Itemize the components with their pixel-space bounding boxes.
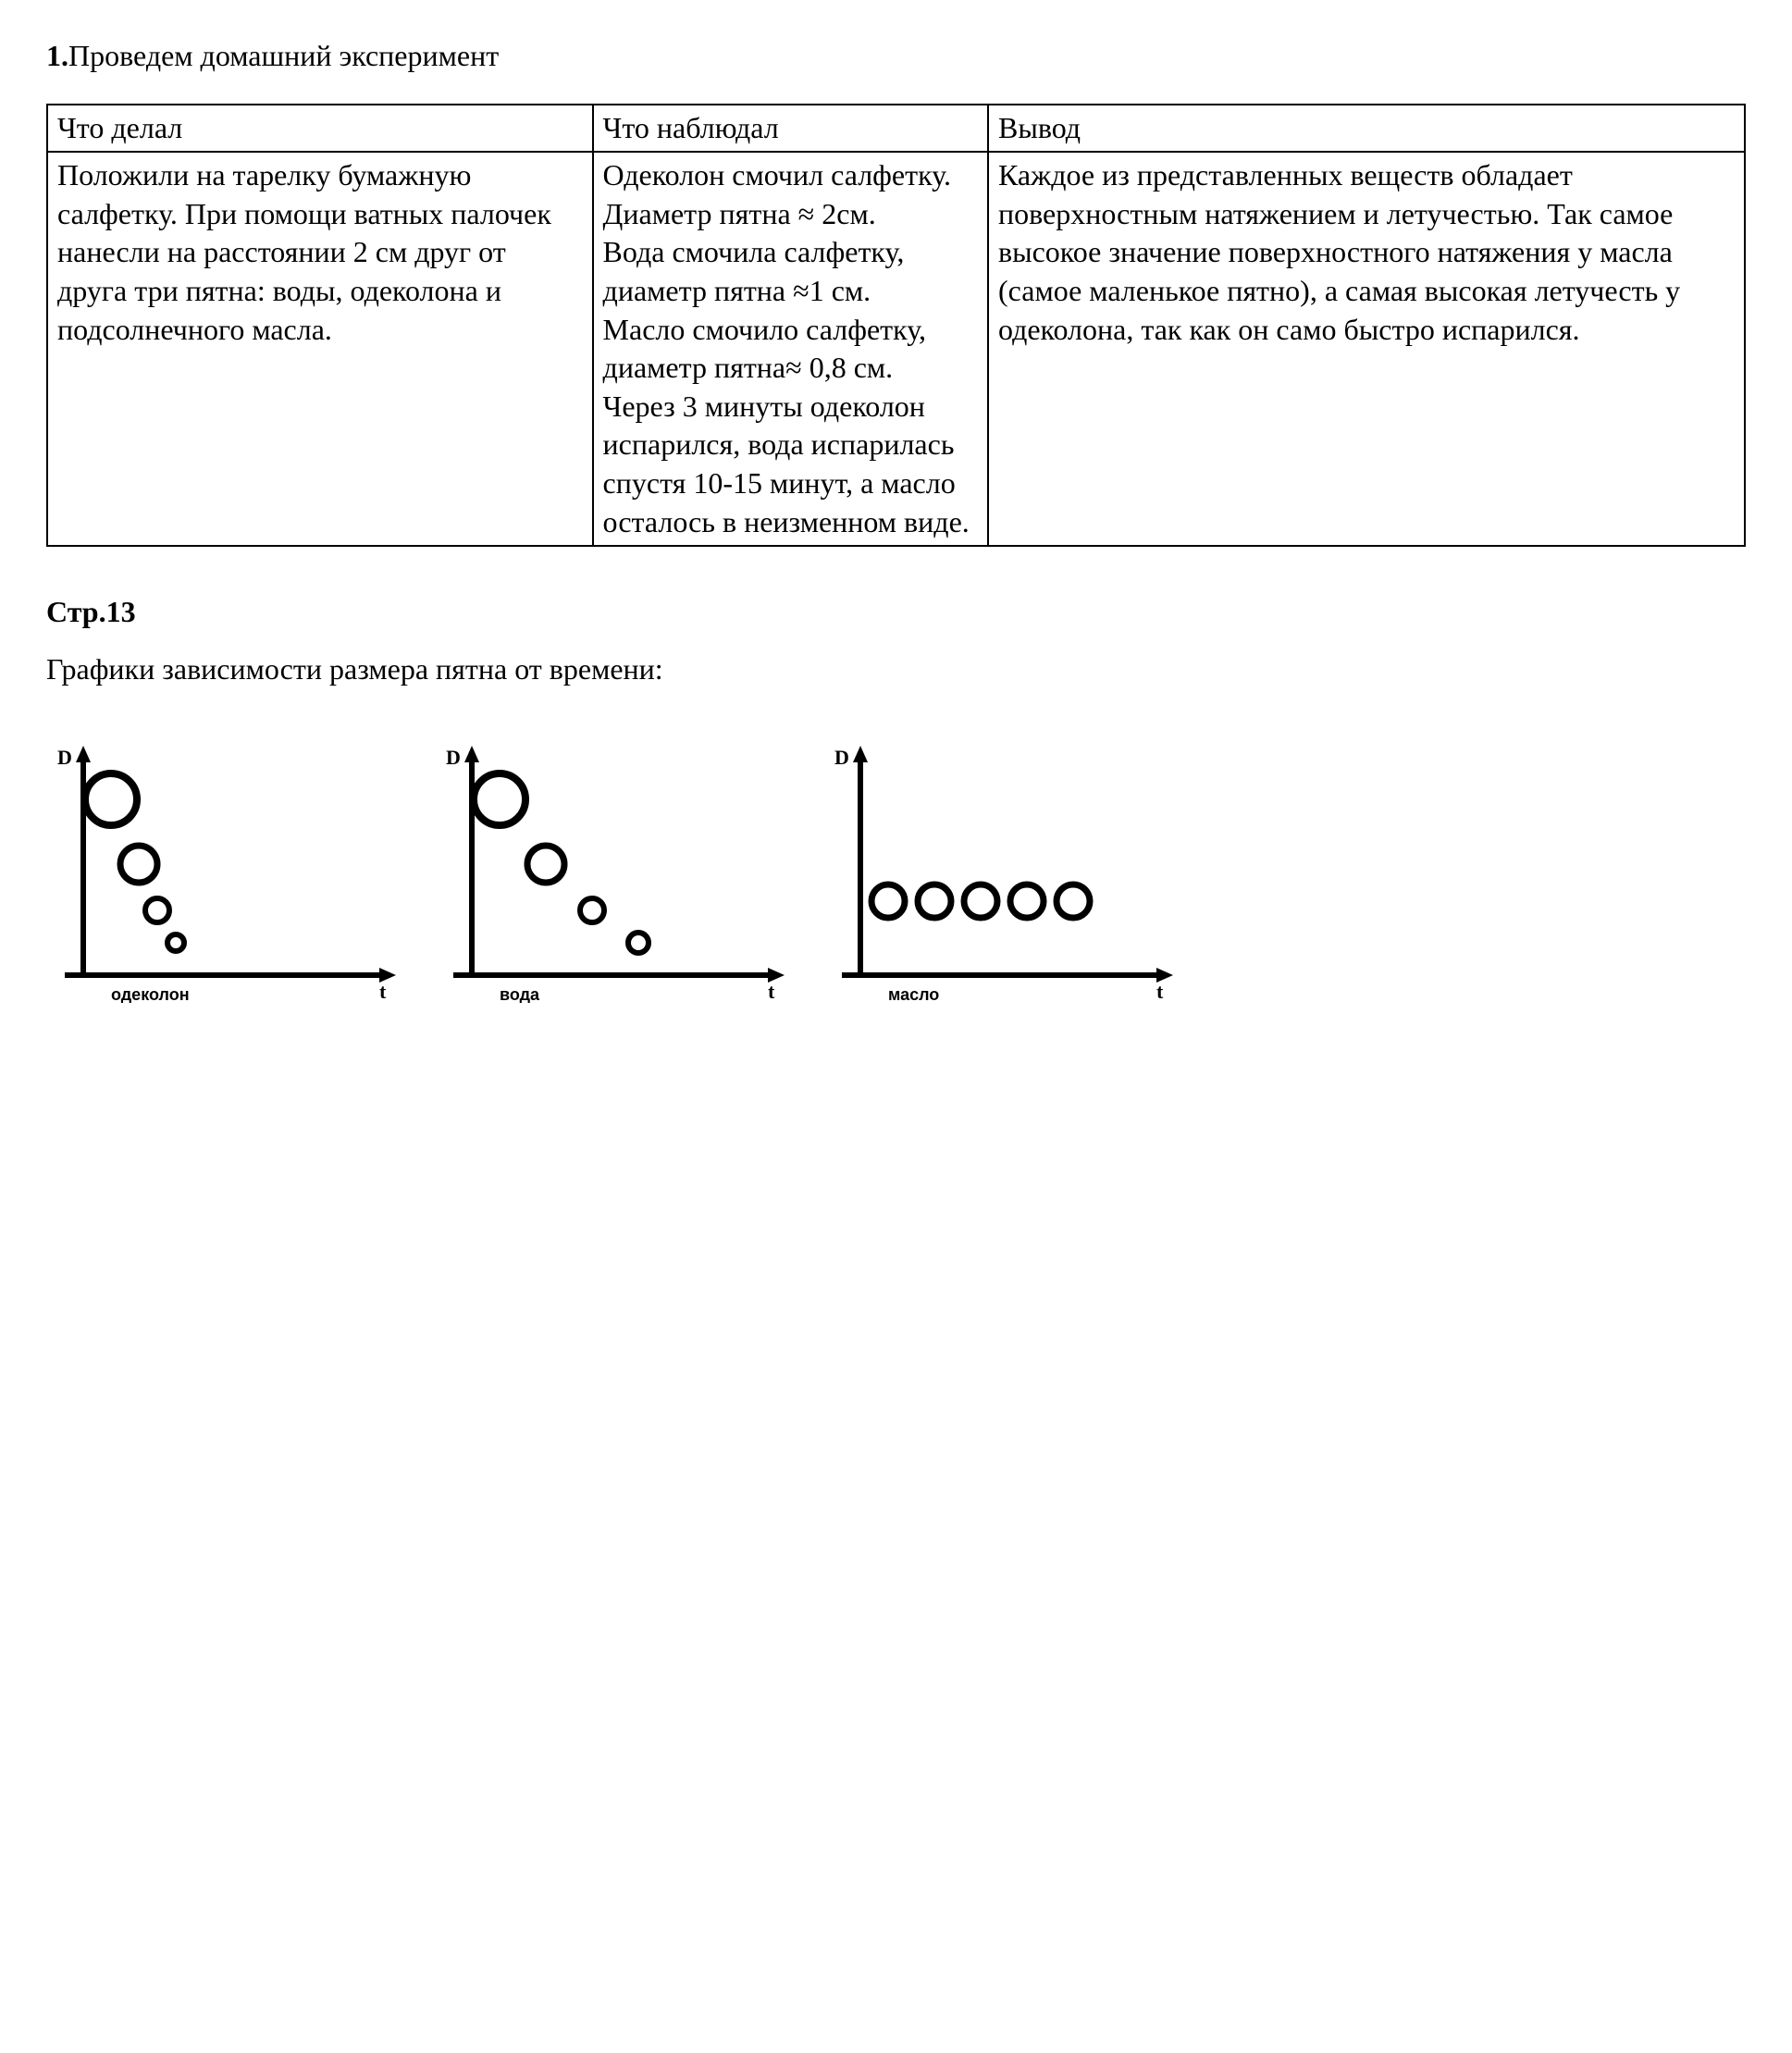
data-point	[964, 884, 997, 918]
chart-maslo: Dt масло	[823, 725, 1175, 1003]
data-point	[120, 846, 157, 883]
table-cell-1: Одеколон смочил салфетку. Диаметр пятна …	[593, 152, 988, 546]
heading: 1.Проведем домашний эксперимент	[46, 37, 1746, 76]
y-axis-label: D	[834, 746, 849, 769]
x-axis-label: t	[1156, 980, 1164, 1003]
table-header-row: Что делал Что наблюдал Вывод	[47, 105, 1745, 153]
data-point	[145, 898, 169, 922]
chart-svg: Dt вода	[435, 725, 786, 1003]
chart-odekolon: Dt одеколон	[46, 725, 398, 1003]
data-point	[527, 846, 564, 883]
chart-svg: Dt масло	[823, 725, 1175, 1003]
data-point	[628, 933, 649, 953]
data-point	[1010, 884, 1044, 918]
page-reference: Стр.13	[46, 593, 1746, 632]
x-axis-label: t	[768, 980, 775, 1003]
data-point	[1057, 884, 1090, 918]
table-cell-2: Каждое из представленных веществ обладае…	[988, 152, 1745, 546]
x-axis-label: t	[379, 980, 387, 1003]
heading-text: Проведем домашний эксперимент	[68, 39, 499, 72]
data-point	[871, 884, 905, 918]
table-header-1: Что наблюдал	[593, 105, 988, 153]
chart-svg: Dt одеколон	[46, 725, 398, 1003]
table-header-0: Что делал	[47, 105, 593, 153]
y-axis-label: D	[57, 746, 72, 769]
table-cell-0: Положили на тарелку бумажную салфетку. П…	[47, 152, 593, 546]
charts-row: Dt одеколон Dt вода Dt масло	[46, 725, 1746, 1003]
chart-caption: вода	[500, 985, 540, 1003]
data-point	[580, 898, 604, 922]
heading-number: 1.	[46, 39, 68, 72]
chart-caption: масло	[888, 985, 939, 1003]
table-row: Положили на тарелку бумажную салфетку. П…	[47, 152, 1745, 546]
data-point	[918, 884, 951, 918]
graph-caption: Графики зависимости размера пятна от вре…	[46, 650, 1746, 689]
chart-voda: Dt вода	[435, 725, 786, 1003]
data-point	[474, 773, 525, 825]
experiment-table: Что делал Что наблюдал Вывод Положили на…	[46, 104, 1746, 548]
table-header-2: Вывод	[988, 105, 1745, 153]
chart-caption: одеколон	[111, 985, 190, 1003]
data-point	[85, 773, 137, 825]
y-axis-label: D	[446, 746, 461, 769]
data-point	[167, 934, 184, 951]
